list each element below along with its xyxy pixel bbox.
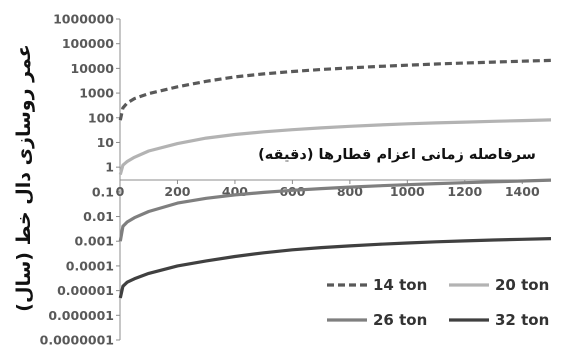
series-line-14-ton (118, 58, 552, 121)
legend-label: 26 ton (373, 311, 427, 329)
y-tick-label: 0.000001 (48, 308, 114, 323)
y-tick-labels: 1000000 100000 10000 1000 100 10 1 0.1 0.01 0.001… (40, 12, 120, 348)
y-tick-label: 1000 (79, 86, 114, 101)
x-tick-label: 1200 (447, 184, 482, 199)
series-line-20-ton (118, 118, 552, 176)
axes (119, 19, 551, 340)
legend-label: 14 ton (373, 276, 427, 294)
y-tick-label: 0.001 (74, 234, 114, 249)
y-tick-label: 1000000 (53, 12, 114, 27)
series-line-26-ton (118, 178, 552, 242)
x-tick-label: 200 (164, 184, 190, 199)
legend-label: 32 ton (495, 311, 549, 329)
legend: 14 ton 20 ton 26 ton 32 ton (327, 276, 549, 329)
x-tick-label: 1000 (390, 184, 425, 199)
legend-label: 20 ton (495, 276, 549, 294)
x-axis-title: سرفاصله زمانی اعزام قطارها (دقیقه) (258, 147, 536, 163)
y-axis-title: عمر روسازی دال خط (سال) (13, 44, 35, 311)
y-tick-label: 10000 (71, 61, 115, 76)
x-tick-labels: 0 200 400 600 800 1000 1200 1400 (116, 180, 540, 199)
y-tick-label: 100 (88, 110, 114, 125)
y-tick-label: 0.0001 (66, 258, 114, 273)
y-tick-label: 1 (105, 160, 114, 175)
x-tick-label: 1400 (505, 184, 540, 199)
y-tick-label: 0.0000001 (40, 333, 114, 348)
y-tick-label: 10 (97, 135, 115, 150)
y-tick-label: 100000 (62, 36, 114, 51)
series-lines (118, 58, 552, 299)
series-line-32-ton (118, 237, 552, 299)
y-tick-label: 0.01 (83, 209, 114, 224)
y-tick-label: 0.1 (92, 184, 114, 199)
y-tick-label: 0.00001 (57, 283, 114, 298)
x-tick-label: 0 (116, 184, 125, 199)
